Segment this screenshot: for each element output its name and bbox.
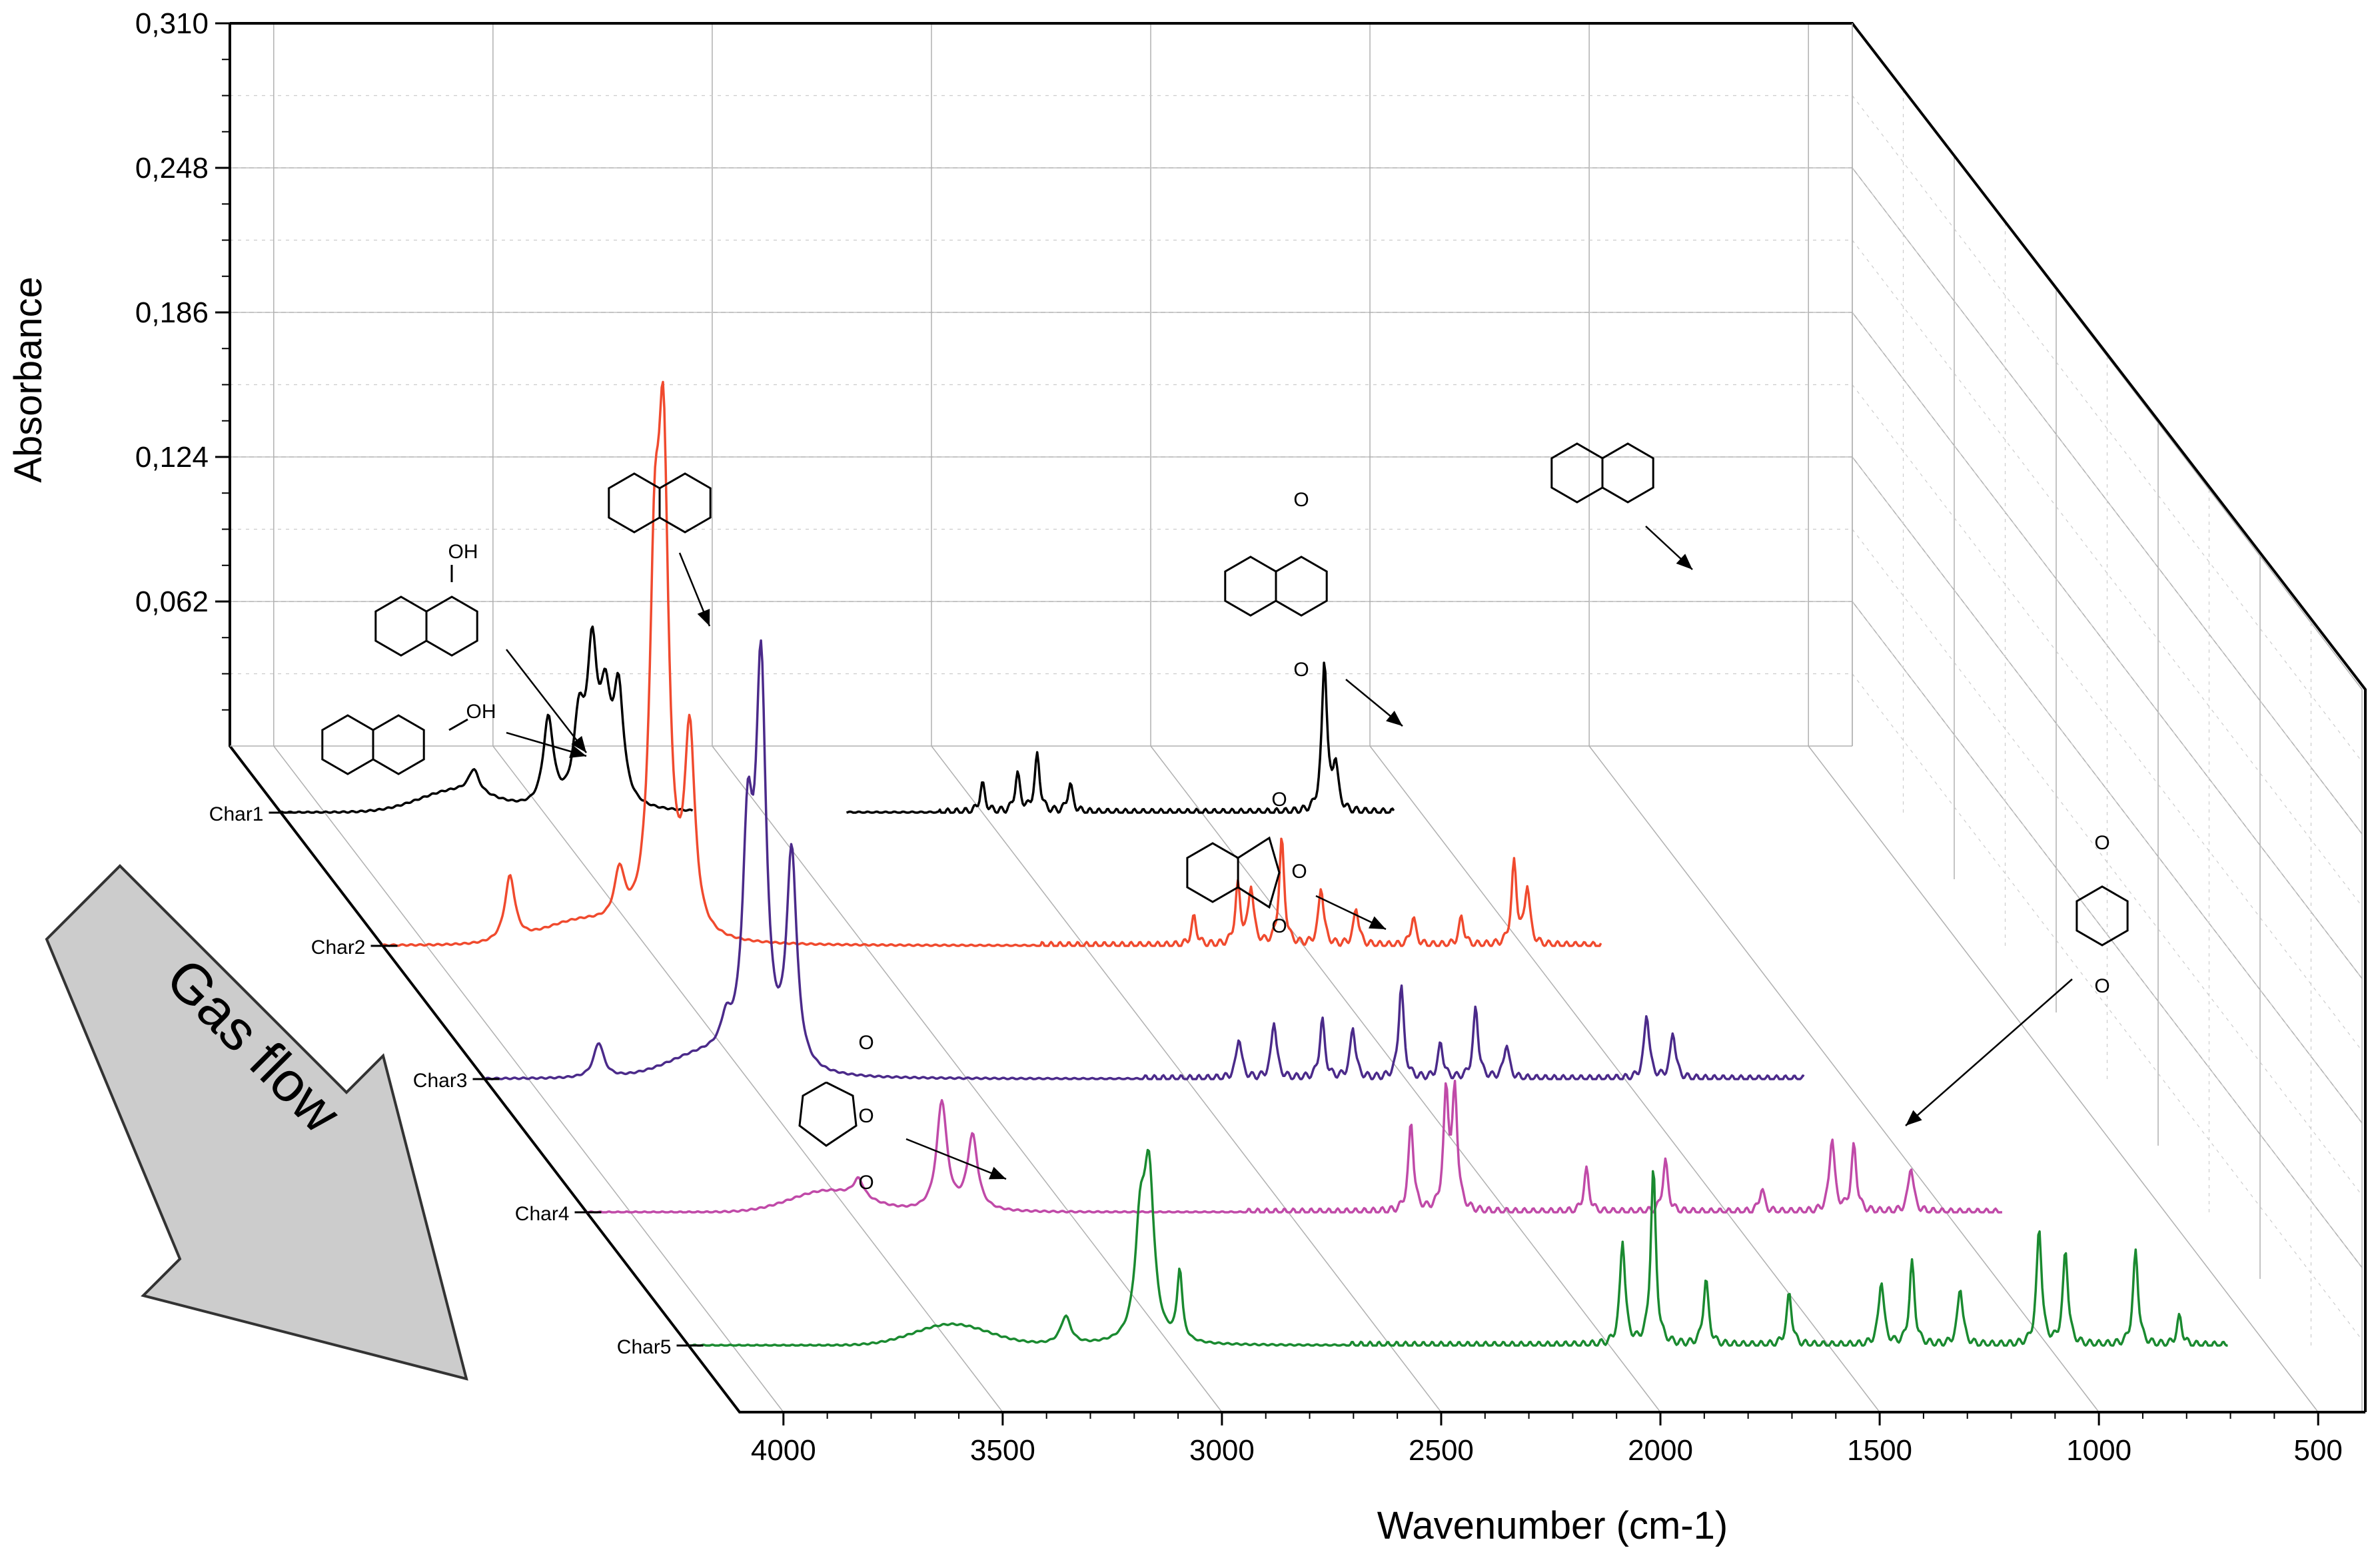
x-tick-label: 2500 xyxy=(1409,1434,1474,1467)
o-label: O xyxy=(1271,789,1287,811)
arrow-head xyxy=(989,1166,1006,1180)
spectrum-line xyxy=(586,1080,2003,1214)
naphthalene-structure xyxy=(1550,442,1654,504)
series-char2: Char2 xyxy=(311,380,1602,959)
o-label: O xyxy=(1291,861,1307,883)
arrow-head xyxy=(1369,916,1386,929)
annotation-arrow xyxy=(905,1138,1007,1180)
y-tick-label: 0,248 xyxy=(135,152,209,185)
ring xyxy=(372,714,425,775)
annotation-arrow xyxy=(506,649,587,753)
oh-label: OH xyxy=(466,701,496,723)
axis-frame-top-right xyxy=(230,22,2367,1412)
y-tick-label: 0,310 xyxy=(135,7,209,40)
x-tick-label: 1000 xyxy=(2066,1434,2131,1467)
naphthoquinone-structure xyxy=(1224,556,1328,617)
arrow-head xyxy=(1906,1110,1922,1126)
naphthol-2-structure xyxy=(321,714,425,775)
spectra: Char1 Char2 Char3 Char4 Char5 xyxy=(209,380,2228,1358)
o-label: O xyxy=(1293,489,1309,511)
spectrum-line xyxy=(688,1148,2228,1347)
series-char1: Char1 xyxy=(209,625,1395,825)
ring xyxy=(374,595,428,657)
series-label: Char2 xyxy=(311,937,366,959)
floor-grid-diagonal xyxy=(1369,745,1880,1413)
arrow-head xyxy=(1676,554,1692,570)
floor-grid-diagonal xyxy=(492,745,1003,1413)
ring xyxy=(1224,556,1277,617)
floor-grid-diagonal xyxy=(712,745,1223,1413)
x-tick-label: 3500 xyxy=(970,1434,1035,1467)
oh-label: OH xyxy=(448,541,478,563)
spectrum-line xyxy=(484,639,1805,1080)
phthalic-anhydride-structure xyxy=(1186,842,1239,903)
series-char5: Char5 xyxy=(617,1148,2228,1358)
y-tick-label: 0,186 xyxy=(135,296,209,329)
x-tick-label: 2000 xyxy=(1628,1434,1693,1467)
o-label: O xyxy=(858,1172,874,1194)
naphthol-1-structure xyxy=(374,595,478,657)
floor-grid-diagonal xyxy=(1588,745,2099,1413)
arrow-head xyxy=(1386,711,1403,726)
series-label: Char3 xyxy=(413,1070,468,1092)
spectrum-line xyxy=(281,625,694,814)
ring xyxy=(425,595,478,657)
series-char3: Char3 xyxy=(413,639,1805,1092)
o-label: O xyxy=(2094,975,2109,997)
gas-flow-arrow-shape xyxy=(45,864,468,1381)
floor-grid-diagonal xyxy=(1808,745,2319,1413)
arrow-head xyxy=(571,735,586,753)
arrow-head xyxy=(697,609,710,626)
bond xyxy=(448,718,468,731)
ring xyxy=(1550,442,1604,504)
o-label: O xyxy=(1271,915,1287,937)
series-label: Char5 xyxy=(617,1336,672,1358)
ring xyxy=(1601,442,1654,504)
benzoquinone-structure xyxy=(2076,885,2129,947)
ring xyxy=(1275,556,1328,617)
labels: Absorbance Wavenumber (cm-1) xyxy=(7,276,1728,1547)
molecule-structures: OH OH O O O O O O O O O O xyxy=(321,442,2129,1194)
y-tick-label: 0,062 xyxy=(135,585,209,618)
x-tick-label: 3000 xyxy=(1189,1434,1255,1467)
ticks: 0,062 0,124 0,186 0,248 0,310 4000 3500 3000 250… xyxy=(135,7,2343,1467)
y-tick-label: 0,124 xyxy=(135,441,209,474)
x-axis-label: Wavenumber (cm-1) xyxy=(1377,1504,1728,1547)
gas-flow-arrow: Gas flow xyxy=(45,864,468,1381)
x-tick-label: 1500 xyxy=(1847,1434,1912,1467)
arrow-head xyxy=(569,745,586,758)
x-tick-label: 4000 xyxy=(751,1434,816,1467)
y-axis-label: Absorbance xyxy=(7,276,50,483)
series-label: Char1 xyxy=(209,803,264,825)
series-label: Char4 xyxy=(515,1203,570,1225)
x-tick-label: 500 xyxy=(2293,1434,2342,1467)
spectrum-line xyxy=(382,380,1602,947)
anhydride-ring xyxy=(1237,836,1281,909)
o-label: O xyxy=(858,1032,874,1054)
ring xyxy=(321,714,374,775)
o-label: O xyxy=(2094,832,2109,854)
o-label: O xyxy=(858,1105,874,1127)
o-label: O xyxy=(1293,659,1309,681)
maleic-anhydride-structure xyxy=(798,1081,858,1147)
ring xyxy=(658,472,712,534)
naphthalene-structure xyxy=(608,472,712,534)
series-char4: Char4 xyxy=(515,1080,2003,1225)
annotation-arrow xyxy=(1905,978,2073,1126)
spectrum-line xyxy=(846,661,1395,814)
